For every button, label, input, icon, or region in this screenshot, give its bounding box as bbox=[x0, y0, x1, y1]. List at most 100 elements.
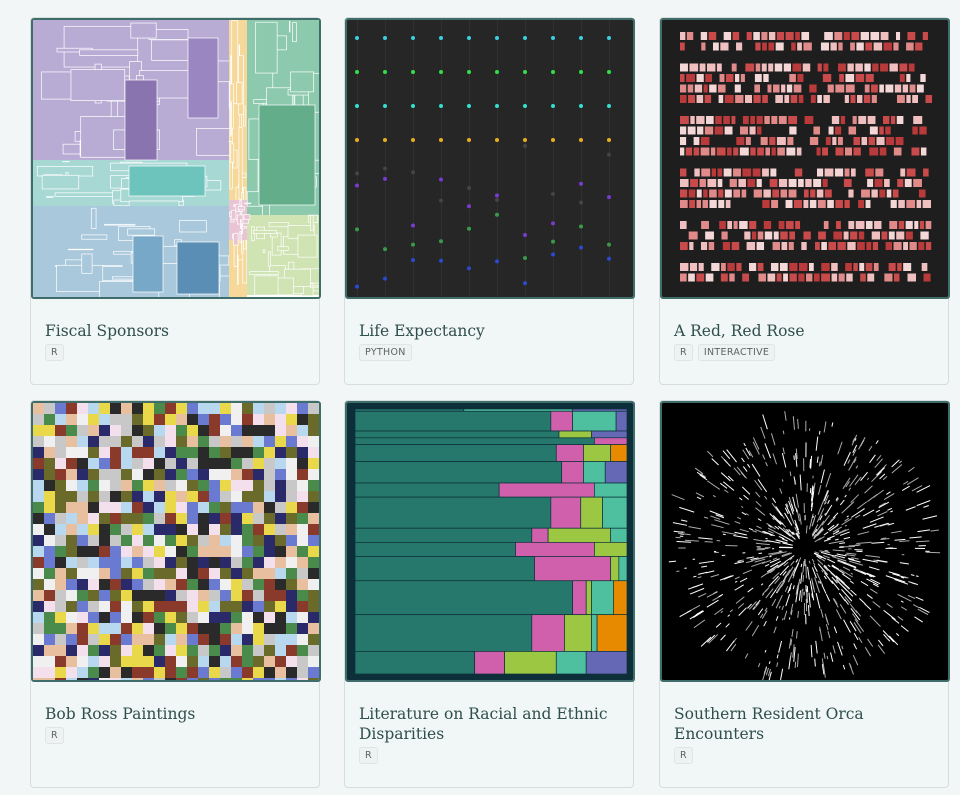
thumb-shape bbox=[793, 200, 802, 208]
thumb-shape bbox=[871, 231, 880, 240]
project-card[interactable]: Literature on Racial and Ethnic Disparit… bbox=[344, 400, 635, 788]
thumb-shape bbox=[63, 25, 139, 68]
thumb-shape bbox=[609, 20, 610, 297]
thumb-shape bbox=[756, 242, 765, 250]
project-card[interactable]: Southern Resident Orca Encounters R bbox=[659, 400, 950, 788]
thumb-shape bbox=[110, 480, 121, 491]
thumb-shape bbox=[308, 656, 319, 667]
thumb-shape bbox=[264, 612, 275, 623]
thumb-shape bbox=[798, 95, 804, 103]
thumb-shape bbox=[698, 263, 704, 271]
thumb-shape bbox=[275, 634, 286, 645]
project-card[interactable]: Fiscal Sponsors R bbox=[30, 17, 321, 385]
thumb-shape bbox=[789, 263, 798, 271]
thumb-shape bbox=[264, 436, 275, 447]
thumb-shape bbox=[697, 126, 704, 135]
thumb-shape bbox=[88, 469, 99, 480]
thumb-shape bbox=[66, 469, 77, 480]
thumb-shape bbox=[801, 32, 810, 40]
thumb-shape bbox=[99, 645, 110, 656]
thumb-shape bbox=[242, 601, 253, 612]
thumb-shape bbox=[187, 634, 198, 645]
thumb-shape bbox=[835, 147, 844, 156]
project-card[interactable]: Life Expectancy PYTHON bbox=[344, 17, 635, 385]
card-title[interactable]: Literature on Racial and Ethnic Disparit… bbox=[359, 705, 608, 743]
card-title[interactable]: Southern Resident Orca Encounters bbox=[674, 705, 864, 743]
thumb-shape bbox=[708, 32, 717, 40]
thumb-shape bbox=[275, 623, 286, 634]
thumb-shape bbox=[752, 168, 761, 177]
thumb-shape bbox=[700, 242, 708, 250]
thumb-shape bbox=[198, 535, 209, 546]
thumb-shape bbox=[165, 436, 176, 447]
thumb-shape bbox=[187, 414, 198, 425]
project-card[interactable]: A Red, Red Rose R INTERACTIVE bbox=[659, 17, 950, 385]
thumb-shape bbox=[143, 436, 154, 447]
color-mosaic-thumbnail[interactable] bbox=[31, 401, 321, 682]
thumb-shape bbox=[297, 535, 308, 546]
thumb-shape bbox=[498, 482, 595, 498]
thumb-shape bbox=[779, 263, 788, 271]
thumb-shape bbox=[749, 126, 756, 135]
thumb-shape bbox=[902, 84, 909, 93]
thumb-shape bbox=[874, 221, 882, 229]
thumb-shape bbox=[154, 667, 165, 678]
thumb-shape bbox=[286, 513, 297, 524]
thumb-shape bbox=[883, 42, 892, 51]
bump-chart-thumbnail[interactable] bbox=[345, 18, 635, 299]
thumb-shape bbox=[308, 72, 319, 113]
thumb-shape bbox=[751, 231, 757, 240]
thumb-shape bbox=[863, 95, 871, 103]
thumb-shape bbox=[132, 414, 143, 425]
treemap-thumbnail[interactable] bbox=[31, 18, 321, 299]
thumb-shape bbox=[827, 200, 834, 208]
thumb-shape bbox=[789, 74, 796, 82]
card-title[interactable]: Life Expectancy bbox=[359, 322, 485, 340]
thumb-shape bbox=[121, 656, 132, 667]
card-title[interactable]: Fiscal Sponsors bbox=[45, 322, 169, 340]
thumb-shape bbox=[253, 590, 264, 601]
thumb-shape bbox=[742, 273, 750, 282]
thumb-shape bbox=[834, 32, 843, 40]
thumb-shape bbox=[88, 590, 99, 601]
thumb-shape bbox=[44, 667, 55, 678]
thumb-shape bbox=[143, 491, 154, 502]
thumb-shape bbox=[711, 263, 720, 271]
thumb-shape bbox=[873, 263, 879, 271]
thumb-shape bbox=[121, 678, 132, 680]
thumb-shape bbox=[44, 513, 55, 524]
thumb-shape bbox=[121, 436, 132, 447]
thumb-shape bbox=[680, 263, 689, 271]
thumb-shape bbox=[154, 480, 165, 491]
project-card[interactable]: Bob Ross Paintings R bbox=[30, 400, 321, 788]
text-blocks-thumbnail[interactable] bbox=[660, 18, 950, 299]
thumb-shape bbox=[275, 535, 286, 546]
thumb-shape bbox=[33, 612, 44, 623]
thumb-shape bbox=[198, 557, 209, 568]
card-title[interactable]: Bob Ross Paintings bbox=[45, 705, 196, 723]
radial-lines-thumbnail[interactable] bbox=[660, 401, 950, 682]
thumb-shape bbox=[848, 221, 855, 229]
thumb-shape bbox=[88, 557, 99, 568]
card-title[interactable]: A Red, Red Rose bbox=[674, 322, 805, 340]
thumb-shape bbox=[242, 458, 253, 469]
thumb-shape bbox=[33, 656, 44, 667]
thumb-shape bbox=[764, 231, 773, 240]
thumb-shape bbox=[297, 601, 308, 612]
thumb-shape bbox=[786, 147, 796, 156]
thumb-shape bbox=[258, 104, 316, 206]
thumb-shape bbox=[297, 524, 308, 535]
thumb-shape bbox=[77, 590, 88, 601]
thumb-shape bbox=[44, 491, 55, 502]
thumb-shape bbox=[275, 612, 286, 623]
mosaic-bars-thumbnail[interactable] bbox=[345, 401, 635, 682]
thumb-shape bbox=[688, 189, 696, 198]
thumb-shape bbox=[786, 84, 793, 93]
thumb-shape bbox=[702, 200, 708, 208]
thumb-shape bbox=[253, 414, 264, 425]
thumb-shape bbox=[77, 568, 88, 579]
thumb-shape bbox=[231, 656, 242, 667]
thumb-shape bbox=[916, 84, 924, 93]
thumb-shape bbox=[297, 678, 308, 680]
thumb-shape bbox=[243, 214, 251, 220]
